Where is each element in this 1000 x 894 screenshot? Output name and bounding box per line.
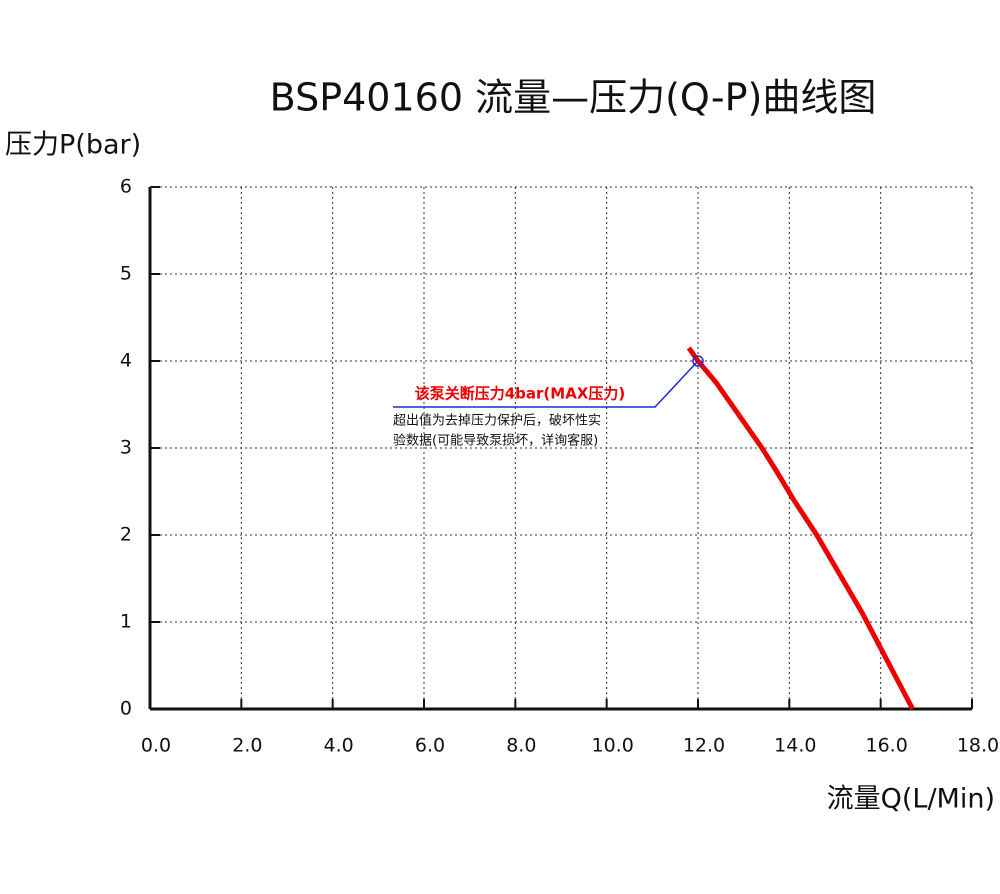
y-tick-label: 6 (120, 176, 132, 198)
annotation-title: 该泵关断压力4bar(MAX压力) (415, 385, 626, 403)
x-tick-label: 0.0 (141, 735, 171, 757)
y-tick-label: 2 (120, 524, 132, 546)
y-tick-label: 3 (120, 437, 132, 459)
chart-title: BSP40160 流量—压力(Q-P)曲线图 (270, 76, 877, 120)
data-line (686, 346, 915, 711)
x-tick-label: 18.0 (957, 735, 999, 757)
y-tick-label: 5 (120, 263, 132, 285)
x-tick-label: 6.0 (415, 735, 445, 757)
y-tick-label: 1 (120, 611, 132, 633)
x-tick-label: 12.0 (683, 735, 725, 757)
y-tick-label: 4 (120, 350, 132, 372)
y-tick-label: 0 (120, 698, 132, 720)
x-axis-label: 流量Q(L/Min) (827, 784, 995, 815)
x-tick-label: 16.0 (866, 735, 908, 757)
x-tick-label: 4.0 (324, 735, 354, 757)
annotation-point (692, 355, 704, 367)
x-tick-label: 8.0 (506, 735, 536, 757)
annotation-leader (393, 360, 699, 408)
annotation-text: 验数据(可能导致泵损坏，详询客服) (393, 433, 598, 449)
x-tick-label: 2.0 (232, 735, 262, 757)
annotation-text: 超出值为去掉压力保护后，破坏性实 (393, 413, 601, 429)
x-tick-label: 14.0 (774, 735, 816, 757)
y-axis-label: 压力P(bar) (5, 130, 141, 161)
x-tick-label: 10.0 (592, 735, 634, 757)
